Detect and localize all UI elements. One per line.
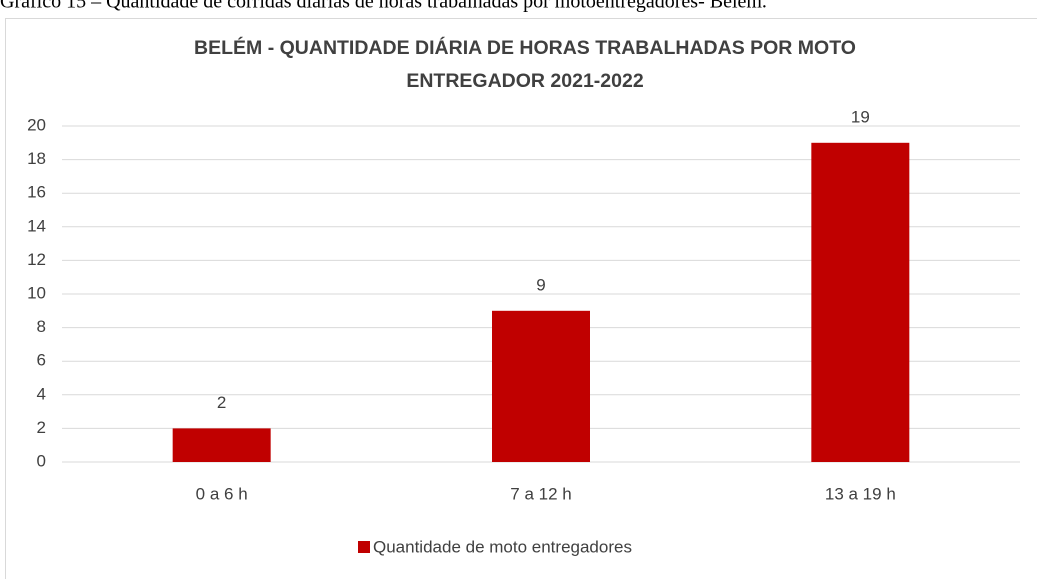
bar <box>811 142 910 463</box>
x-tick-label: 7 a 12 h <box>510 484 571 503</box>
y-tick-label: 2 <box>37 418 46 437</box>
y-tick-label: 10 <box>27 283 46 302</box>
x-tick-label: 13 a 19 h <box>825 484 896 503</box>
y-tick-label: 0 <box>37 451 46 470</box>
data-label: 19 <box>851 107 870 126</box>
y-tick-label: 8 <box>37 317 46 336</box>
legend-swatch <box>358 541 370 553</box>
x-tick-label: 0 a 6 h <box>196 484 248 503</box>
y-tick-label: 4 <box>37 384 46 403</box>
y-tick-label: 6 <box>37 351 46 370</box>
chart-title: BELÉM - QUANTIDADE DIÁRIA DE HORAS TRABA… <box>194 37 856 92</box>
legend-label: Quantidade de moto entregadores <box>373 537 632 556</box>
data-label: 9 <box>536 275 545 294</box>
y-tick-label: 14 <box>27 216 46 235</box>
caption: Gráfico 15 – Quantidade de corridas diár… <box>0 0 767 13</box>
y-tick-label: 20 <box>27 115 46 134</box>
bar <box>172 428 271 462</box>
bar <box>492 310 590 462</box>
data-label: 2 <box>217 393 226 412</box>
chart-border <box>5 18 1037 579</box>
y-tick-label: 16 <box>27 183 46 202</box>
y-tick-label: 18 <box>27 149 46 168</box>
y-tick-label: 12 <box>27 250 46 269</box>
